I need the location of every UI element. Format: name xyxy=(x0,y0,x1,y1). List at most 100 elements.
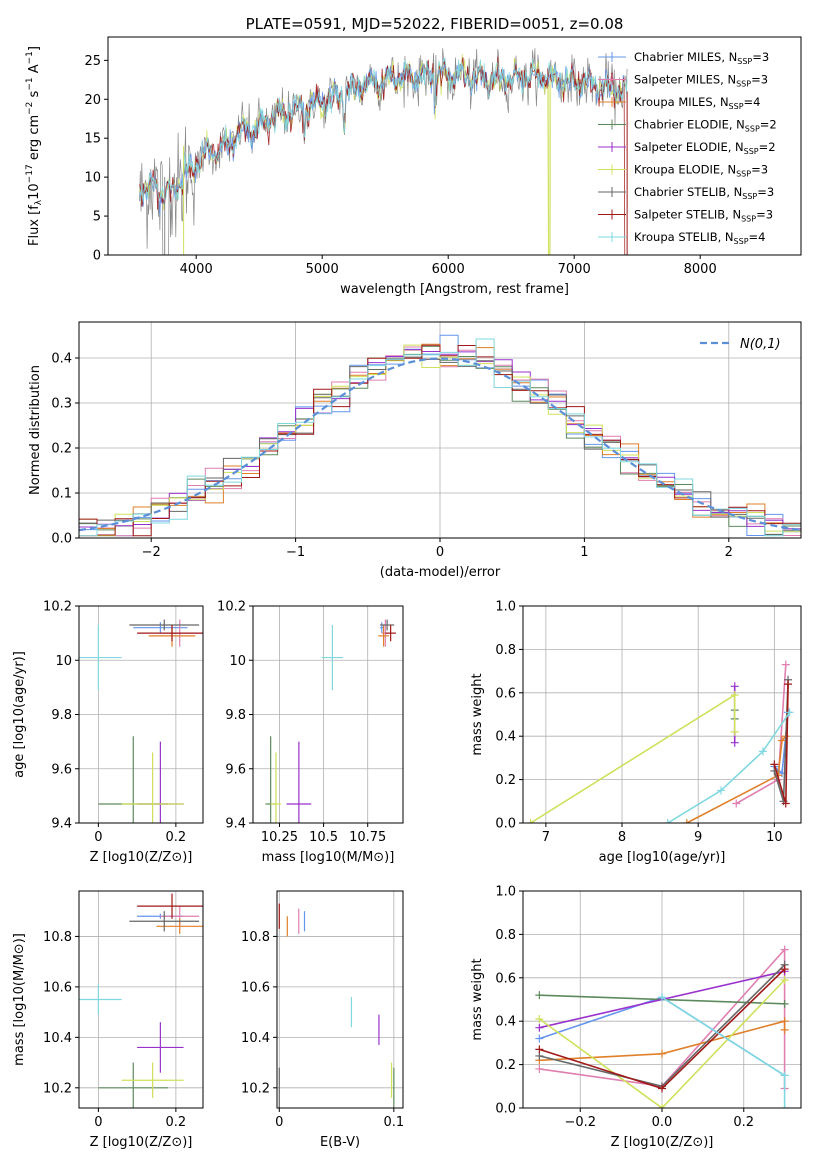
kroupa-elodie-weight-point xyxy=(526,819,535,823)
kroupa-elodie-weight-point xyxy=(730,727,739,736)
y-tick-label: 10.8 xyxy=(43,930,72,945)
y-tick-label: 0 xyxy=(93,249,101,264)
x-tick-label: 0 xyxy=(94,830,102,845)
weight_vs_Z-plot xyxy=(535,945,789,1108)
kroupa-miles-weight-point xyxy=(658,1049,666,1058)
kroupa-elodie-weight-point xyxy=(730,690,739,699)
age_vs_Z-axes: 0 0.2 9.4 9.6 9.8 10 10.2 Z [log10(Z/Z⊙)] age [l… xyxy=(12,600,204,865)
kroupa-stelib-weight-line xyxy=(661,996,786,1108)
chabrier-elodie-weight-point xyxy=(535,991,544,1000)
legend-label: Chabrier ELODIE, NSSP=2 xyxy=(634,118,777,134)
y-tick-label: 10.2 xyxy=(241,1081,270,1096)
y-tick-label: 1.0 xyxy=(495,600,516,615)
kroupa-stelib-weight-point xyxy=(780,1071,789,1080)
kroupa-miles-weight-line xyxy=(686,735,787,823)
legend-label: Salpeter STELIB, NSSP=3 xyxy=(634,208,773,224)
x-tick-label: 8 xyxy=(618,830,626,845)
y-tick-label: 9.8 xyxy=(225,708,246,723)
kroupa-miles-weight-point xyxy=(780,1017,789,1026)
salpeter-stelib-weight-point xyxy=(781,799,790,808)
chart-title: PLATE=0591, MJD=52022, FIBERID=0051, z=0… xyxy=(246,15,624,33)
normal-curve-line xyxy=(79,357,801,532)
salpeter-elodie-weight-point xyxy=(535,1023,544,1032)
x-tick-label: 0 xyxy=(94,1115,102,1130)
mass_vs_Z-axes: 0 0.2 10.2 10.4 10.6 10.8 Z [log10(Z/Z⊙)] mass … xyxy=(12,890,204,1150)
age_vs_Z-plot xyxy=(79,619,203,823)
x-tick-label: 6000 xyxy=(432,262,465,277)
legend-label: Kroupa MILES, NSSP=4 xyxy=(634,95,760,111)
y-axis-label: mass [log10(M/M⊙)] xyxy=(12,933,27,1066)
x-axis-label: Z [log10(Z/Z⊙)] xyxy=(90,850,193,865)
legend-label: Kroupa STELIB, NSSP=4 xyxy=(634,230,765,246)
x-tick-label: −1 xyxy=(286,545,305,560)
x-axis-label: E(B-V) xyxy=(320,1135,360,1150)
kroupa-stelib-weight-point xyxy=(780,1104,789,1108)
x-tick-label: 5000 xyxy=(306,262,339,277)
kroupa-stelib-weight-point xyxy=(663,819,672,823)
kroupa-elodie-weight-point xyxy=(535,1015,544,1024)
kroupa-stelib-weight-point xyxy=(785,708,794,717)
y-axis-label: Normed distribution xyxy=(28,365,43,495)
age_vs_mass-axes: 10.25 10.5 10.75 9.4 9.6 9.8 10 10.2 mass [log10… xyxy=(217,600,404,865)
residuals-plot xyxy=(79,334,801,537)
x-tick-label: 0 xyxy=(275,1115,283,1130)
salpeter-miles-weight-point xyxy=(535,1064,544,1073)
x-tick-label: 0.2 xyxy=(733,1115,754,1130)
kroupa-elodie-weight-point xyxy=(780,975,789,984)
y-tick-label: 9.6 xyxy=(225,762,246,777)
y-tick-label: 0.0 xyxy=(51,532,72,547)
y-tick-label: 10 xyxy=(84,171,101,186)
legend-label: Chabrier STELIB, NSSP=3 xyxy=(634,185,774,201)
x-tick-label: 10.5 xyxy=(309,830,338,845)
y-axis-label: age [log10(age/yr)] xyxy=(12,651,27,778)
y-tick-label: 0.6 xyxy=(495,971,516,986)
legend-label: Kroupa ELODIE, NSSP=3 xyxy=(634,163,768,179)
residuals-axes: −2 −1 0 1 2 0.0 0.1 0.2 0.3 0.4 N(0,1) (data-model)… xyxy=(28,321,802,580)
salpeter-miles-weight-point xyxy=(780,945,789,954)
mass_vs_Z-frame xyxy=(78,890,204,1109)
x-tick-label: 0.1 xyxy=(383,1115,404,1130)
weight_vs_Z-axes: −0.2 0.0 0.2 0.0 0.2 0.4 0.6 0.8 1.0 Z [log10(Z/Z… xyxy=(470,885,802,1150)
y-tick-label: 0.4 xyxy=(495,730,516,745)
y-tick-label: 10 xyxy=(55,654,72,669)
weight_vs_age-frame xyxy=(522,605,802,824)
y-tick-label: 0.4 xyxy=(51,352,72,367)
y-tick-label: 9.4 xyxy=(51,817,72,832)
spectrum-axes: 4000 5000 6000 7000 8000 0 5 10 15 20 25 PLATE=0591… xyxy=(25,15,802,297)
x-tick-label: 0.2 xyxy=(166,1115,187,1130)
salpeter-miles-weight-point xyxy=(732,799,741,808)
x-tick-label: 7000 xyxy=(558,262,591,277)
x-axis-label: mass [log10(M/M⊙)] xyxy=(262,850,395,865)
x-axis-label: Z [log10(Z/Z⊙)] xyxy=(90,1135,193,1150)
y-tick-label: 9.8 xyxy=(51,708,72,723)
x-tick-label: 0.2 xyxy=(166,830,187,845)
kroupa-stelib-weight-line xyxy=(667,711,791,823)
y-tick-label: 0.4 xyxy=(495,1015,516,1030)
salpeter-stelib-histogram xyxy=(79,344,801,537)
kroupa-miles-weight-point xyxy=(682,819,691,823)
legend-label: Salpeter MILES, NSSP=3 xyxy=(634,73,768,89)
x-tick-label: −2 xyxy=(142,545,161,560)
y-tick-label: 10.6 xyxy=(43,980,72,995)
y-tick-label: 0.3 xyxy=(51,397,72,412)
x-axis-label: (data-model)/error xyxy=(380,565,501,580)
kroupa-stelib-weight-point xyxy=(758,747,767,756)
y-axis-label: mass weight xyxy=(470,673,485,755)
weight_vs_age-axes: 7 8 9 10 0.0 0.2 0.4 0.6 0.8 1.0 age [log10(age/yr… xyxy=(470,600,802,865)
mass_vs_EBV-frame xyxy=(276,890,404,1109)
y-tick-label: 25 xyxy=(84,54,101,69)
y-tick-label: 10.2 xyxy=(217,600,246,615)
salpeter-elodie-weight-point xyxy=(730,682,739,691)
y-tick-label: 0.2 xyxy=(495,1058,516,1073)
y-tick-label: 0.2 xyxy=(495,773,516,788)
y-tick-label: 9.4 xyxy=(225,817,246,832)
y-tick-label: 0.8 xyxy=(495,643,516,658)
mass_vs_Z-plot xyxy=(79,893,203,1108)
x-tick-label: 9 xyxy=(694,830,702,845)
y-tick-label: 1.0 xyxy=(495,885,516,900)
chabrier-elodie-weight-point xyxy=(780,999,789,1008)
y-tick-label: 0.1 xyxy=(51,487,72,502)
salpeter-elodie-weight-point xyxy=(730,738,739,747)
salpeter-stelib-weight-point xyxy=(535,1045,544,1054)
